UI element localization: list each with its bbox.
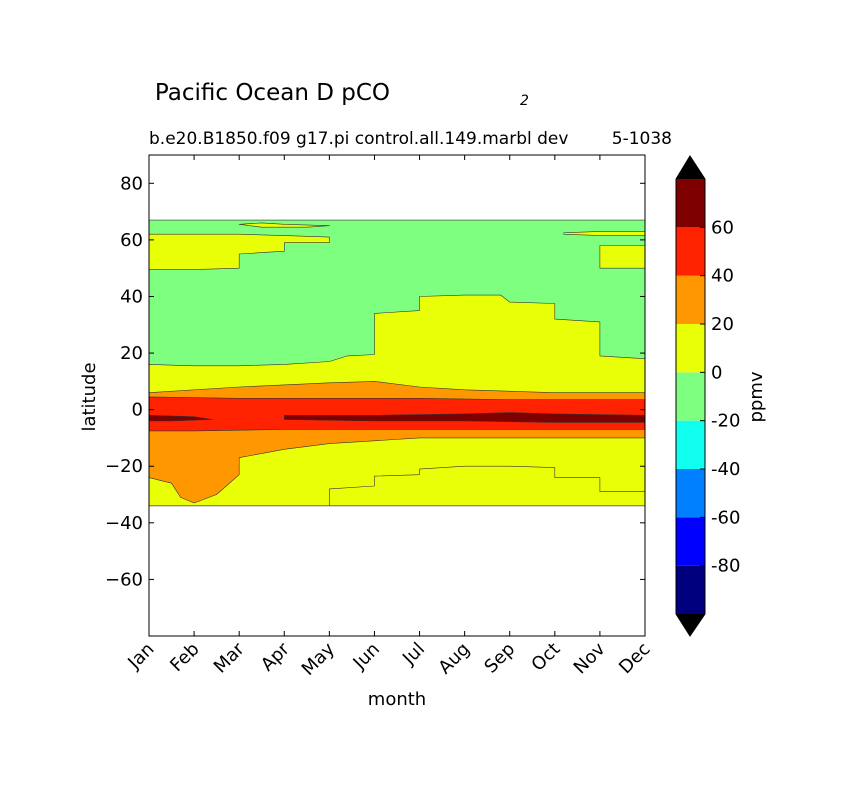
colorbar-tick-label: 40 — [711, 266, 734, 287]
x-tick-label: Jan — [123, 639, 158, 674]
x-tick-label: Oct — [527, 639, 564, 676]
colorbar-tick-label: -80 — [711, 556, 740, 577]
colorbar-segment — [676, 372, 705, 421]
chart-title: Pacific Ocean D pCO — [155, 80, 390, 106]
colorbar-segment — [676, 275, 705, 324]
contour-regions — [148, 219, 646, 507]
x-tick-label: Jul — [398, 639, 429, 670]
contour-region-north-60n-band — [148, 233, 330, 270]
y-tick-label: −60 — [105, 569, 143, 590]
contour-region-north-65n-patch — [238, 222, 330, 228]
x-tick-label: May — [298, 638, 339, 679]
colorbar-segment — [676, 565, 705, 614]
x-tick-label: Nov — [570, 638, 610, 678]
colorbar-label: ppmv — [746, 371, 767, 422]
chart-subtitle-run: b.e20.B1850.f09 g17.pi control.all.149.m… — [149, 129, 568, 149]
y-tick-label: 20 — [120, 343, 143, 364]
y-axis: 80 60 40 20 0 −20 −40 −60 — [105, 173, 645, 590]
colorbar-segment — [676, 420, 705, 469]
y-tick-label: 60 — [120, 230, 143, 251]
contour-region-equatorial-40-60 — [148, 396, 646, 432]
y-tick-label: 40 — [120, 286, 143, 307]
x-tick-label: Mar — [210, 638, 249, 677]
x-axis-label: month — [368, 689, 426, 710]
x-tick-label: Sep — [480, 639, 519, 678]
colorbar-tick-label: 60 — [711, 217, 734, 238]
chart-subtitle-years: 5-1038 — [612, 129, 672, 149]
chart-title-subscript: 2 — [520, 93, 529, 109]
colorbar-outline — [675, 155, 706, 637]
x-tick-label: Jun — [349, 639, 384, 674]
x-tick-label: Aug — [434, 639, 474, 679]
colorbar-tick-label: -20 — [711, 411, 740, 432]
plot-area: Jan Feb Mar Apr May Jun Jul Aug Sep Oct Nov Dec 80 6… — [105, 154, 655, 680]
colorbar-extend-over — [676, 156, 705, 179]
colorbar-tick-label: -40 — [711, 459, 740, 480]
x-tick-label: Dec — [615, 639, 654, 678]
contour-region-northeast-62n-patch — [563, 231, 646, 236]
y-tick-label: −20 — [105, 456, 143, 477]
contour-region-northeast-55n-patch — [599, 245, 646, 269]
colorbar-segment — [676, 227, 705, 276]
y-tick-label: −40 — [105, 513, 143, 534]
y-tick-label: 0 — [132, 400, 143, 421]
colorbar-extend-under — [676, 614, 705, 636]
colorbar-segment — [676, 517, 705, 566]
colorbar-ticks: 60 40 20 0 -20 -40 -60 -80 — [700, 217, 740, 577]
colorbar-segment — [676, 179, 705, 228]
colorbar-tick-label: 20 — [711, 314, 734, 335]
colorbar: 60 40 20 0 -20 -40 -60 -80 ppmv — [675, 155, 767, 637]
y-axis-label: latitude — [79, 362, 100, 431]
colorbar-tick-label: -60 — [711, 507, 740, 528]
plot-frame — [148, 154, 646, 637]
colorbar-segment — [676, 324, 705, 373]
y-tick-label: 80 — [120, 173, 143, 194]
x-tick-label: Apr — [257, 638, 294, 675]
colorbar-segment — [676, 469, 705, 518]
x-tick-label: Feb — [166, 639, 203, 676]
colorbar-segments — [676, 179, 705, 614]
colorbar-tick-label: 0 — [711, 362, 722, 383]
